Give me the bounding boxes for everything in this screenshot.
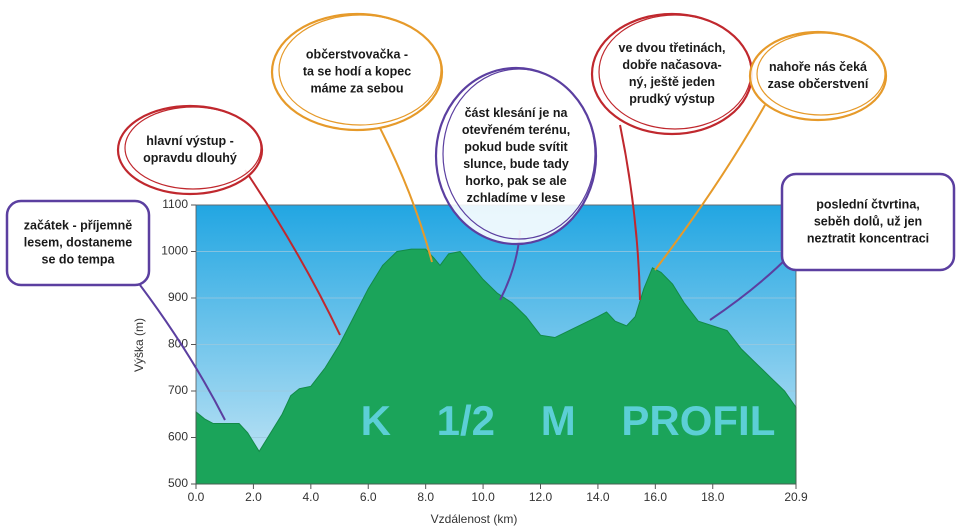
- x-tick-label: 10.0: [471, 490, 495, 504]
- x-tick-label: 12.0: [529, 490, 553, 504]
- annotation-text: seběh dolů, už jen: [814, 214, 922, 228]
- annotation-text: ta se hodí a kopec: [303, 64, 411, 78]
- annotation-bubble-stroke: [442, 68, 596, 240]
- annotation-text: opravdu dlouhý: [143, 151, 237, 165]
- y-tick-label: 900: [168, 290, 188, 304]
- x-tick-label: 0.0: [188, 490, 205, 504]
- annotation-bubble: [780, 172, 956, 272]
- annotation-text: horko, pak se ale: [465, 174, 566, 188]
- y-tick-label: 600: [168, 430, 188, 444]
- annotation-text: část klesání je na: [465, 106, 569, 120]
- annotation-bubble: [434, 66, 598, 246]
- annotation-bubble: [270, 12, 444, 132]
- annotation-text: slunce, bude tady: [463, 157, 569, 171]
- x-tick-label: 14.0: [586, 490, 610, 504]
- annotation-text: poslední čtvrtina,: [816, 197, 920, 211]
- y-tick-label: 500: [168, 476, 188, 490]
- annotation-text: začátek - příjemně: [24, 218, 132, 232]
- annotation-text: neztratit koncentraci: [807, 231, 929, 245]
- annotations: začátek - příjemně lesem, dostaneme se do …: [5, 12, 956, 421]
- annotation-bubble-stroke: [278, 14, 442, 126]
- x-tick-label: 18.0: [701, 490, 725, 504]
- annotation-bubble: [748, 30, 888, 122]
- annotation-text: se do tempa: [42, 252, 116, 266]
- x-axis-label: Vzdálenost (km): [431, 512, 518, 526]
- annotation-text: lesem, dostaneme: [24, 235, 132, 249]
- y-tick-label: 1000: [161, 244, 188, 258]
- annotation-pointer: [379, 127, 433, 263]
- annotation-bubble-stroke: [124, 106, 262, 190]
- annotation-text: máme za sebou: [310, 81, 403, 95]
- annotation-text: ný, ještě jeden: [629, 75, 715, 89]
- chart-title: K 1/2 M PROFIL: [361, 397, 776, 444]
- x-tick-label: 6.0: [360, 490, 377, 504]
- annotation-text: zase občerstvení: [768, 77, 869, 91]
- y-tick-label: 700: [168, 383, 188, 397]
- x-tick-label: 16.0: [644, 490, 668, 504]
- annotation-text: ve dvou třetinách,: [619, 41, 726, 55]
- annotation-text: zchladíme v lese: [467, 191, 566, 205]
- annotation-bubble-stroke: [756, 32, 886, 116]
- annotation-text: prudký výstup: [629, 92, 715, 106]
- elevation-area: [195, 248, 797, 485]
- annotation-text: občerstvovačka -: [306, 47, 408, 61]
- annotation-pointer: [619, 124, 641, 301]
- annotation-text: nahoře nás čeká: [769, 60, 867, 74]
- annotation-pointer: [139, 284, 226, 421]
- annotation-bubble: [5, 199, 151, 287]
- x-tick-label: 4.0: [302, 490, 319, 504]
- annotation-pointer: [244, 169, 341, 336]
- y-axis-label: Výška (m): [132, 318, 146, 372]
- annotation-text: pokud bude svítit: [464, 140, 568, 154]
- y-tick-label: 1100: [162, 197, 188, 211]
- x-tick-label: 2.0: [245, 490, 262, 504]
- annotation-text: otevřeném terénu,: [462, 123, 570, 137]
- annotation-text: hlavní výstup -: [146, 134, 234, 148]
- annotation-pointer: [654, 104, 766, 271]
- annotation-bubble: [116, 104, 264, 196]
- annotation-text: dobře načasova-: [622, 58, 721, 72]
- x-tick-label: 20.9: [784, 490, 808, 504]
- x-tick-label: 8.0: [417, 490, 434, 504]
